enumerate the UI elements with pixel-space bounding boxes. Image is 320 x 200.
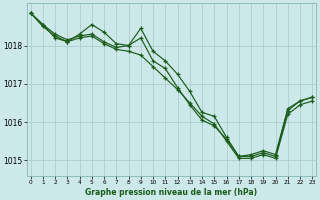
X-axis label: Graphe pression niveau de la mer (hPa): Graphe pression niveau de la mer (hPa) xyxy=(85,188,258,197)
